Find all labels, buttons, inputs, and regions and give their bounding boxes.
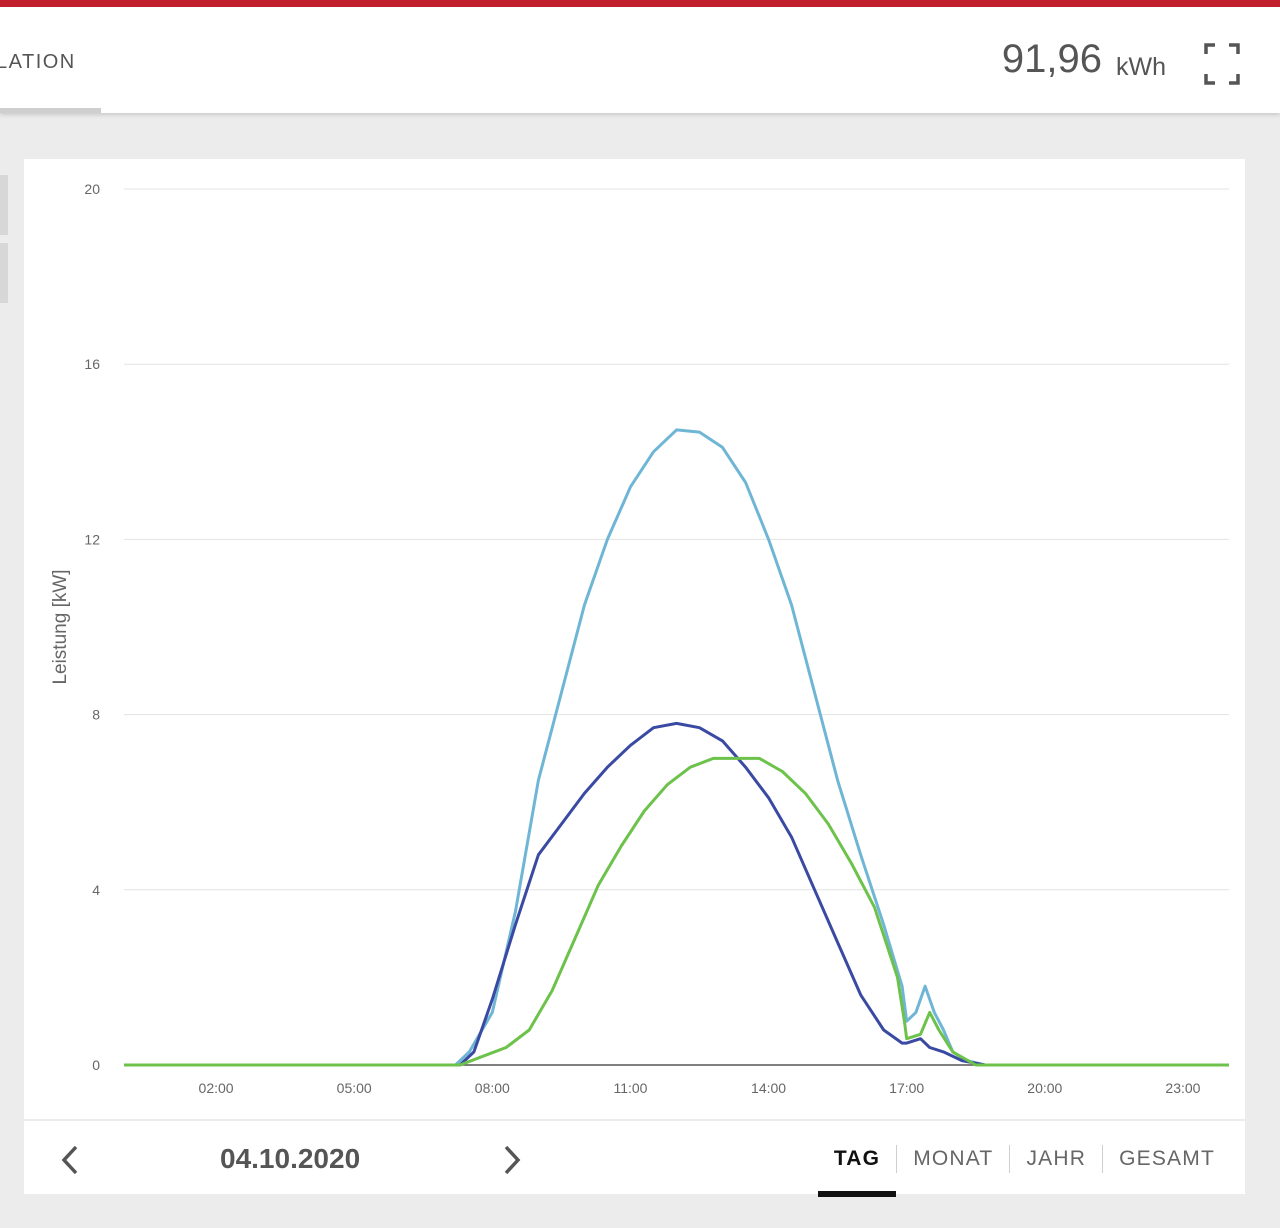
x-tick-label: 20:00 [1027,1080,1062,1096]
period-tab-gesamt[interactable]: GESAMT [1102,1145,1231,1173]
y-tick-label: 0 [92,1057,100,1073]
prev-day-button[interactable] [56,1143,86,1177]
top-accent-bar [0,0,1280,7]
x-tick-label: 02:00 [199,1080,234,1096]
period-tab-monat[interactable]: MONAT [896,1145,1009,1173]
period-tab-jahr[interactable]: JAHR [1009,1145,1102,1173]
x-tick-label: 11:00 [613,1080,647,1096]
side-tab-2[interactable] [0,243,8,303]
tab-installation[interactable]: LATION [0,51,76,73]
header-bar: LATION 91,96 kWh [0,7,1280,113]
date-display[interactable]: 04.10.2020 [220,1143,361,1174]
fullscreen-button[interactable] [1198,42,1246,86]
x-tick-label: 08:00 [475,1080,510,1096]
x-tick-label: 17:00 [889,1080,924,1096]
y-axis-label: Leistung [kW] [50,569,71,684]
next-day-button[interactable] [496,1143,526,1177]
y-tick-label: 12 [84,531,100,547]
chevron-right-icon [504,1145,521,1175]
y-tick-label: 8 [92,707,100,723]
series-line-3 [124,756,1229,1067]
chart-panel: 0 4 8 12 16 20 02:00 05:00 08:00 11:00 14:00 17:00 2… [24,159,1245,1119]
period-tab-tag[interactable]: TAG [817,1145,897,1197]
energy-total-unit: kWh [1116,53,1166,81]
side-tab-1[interactable] [0,175,8,235]
chart-footer: 04.10.2020 TAG MONAT JAHR GESAMT [24,1119,1245,1197]
period-selector: TAG MONAT JAHR GESAMT [817,1145,1231,1197]
x-tick-label: 14:00 [751,1080,786,1096]
y-tick-label: 4 [92,882,100,898]
y-tick-label: 16 [84,356,100,372]
x-tick-label: 23:00 [1165,1080,1200,1096]
x-tick-label: 05:00 [337,1080,372,1096]
fullscreen-icon [1204,43,1240,85]
series-line-2 [124,721,1229,1067]
y-tick-label: 20 [84,181,100,197]
series-line-1 [124,428,1229,1067]
energy-total-value: 91,96 [1001,37,1102,81]
power-chart: 0 4 8 12 16 20 02:00 05:00 08:00 11:00 14:00 17:00 2… [50,181,1229,1096]
tab-active-underline [0,108,101,113]
chevron-left-icon [61,1145,78,1175]
